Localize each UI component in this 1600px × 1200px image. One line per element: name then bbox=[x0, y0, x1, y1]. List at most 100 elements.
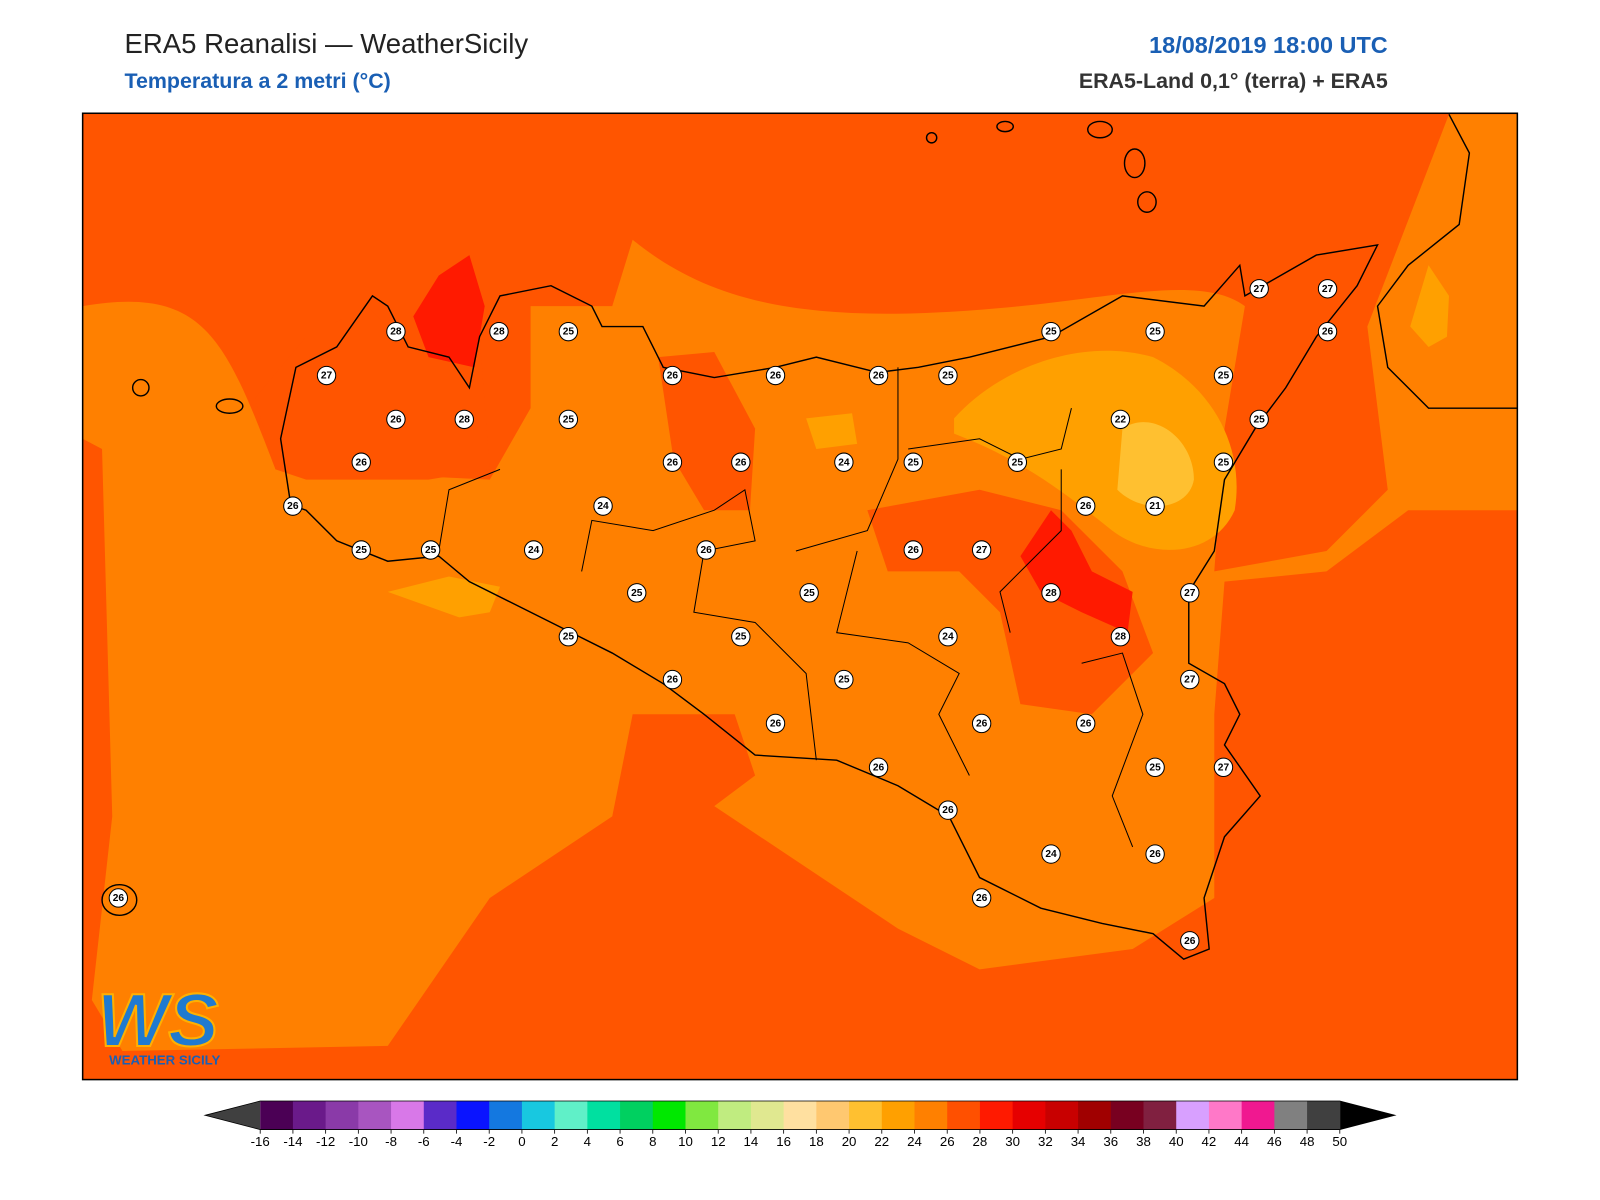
colorbar-tick-label: 44 bbox=[1234, 1134, 1249, 1149]
colorbar-box bbox=[914, 1101, 948, 1130]
station-marker bbox=[420, 540, 441, 560]
station-marker bbox=[1145, 321, 1165, 342]
station-value: 25 bbox=[838, 675, 850, 686]
field-20-22 bbox=[1117, 422, 1194, 507]
colorbar-box bbox=[816, 1101, 850, 1130]
field-26-28 bbox=[867, 489, 1154, 715]
colorbar-tick-label: -10 bbox=[349, 1134, 368, 1149]
station-value: 26 bbox=[873, 371, 885, 382]
station-value: 25 bbox=[631, 588, 643, 599]
station-value: 24 bbox=[1045, 849, 1057, 860]
colorbar-tick-label: -2 bbox=[483, 1134, 495, 1149]
colorbar-box bbox=[652, 1101, 687, 1130]
colorbar-tick-label: 28 bbox=[973, 1134, 988, 1149]
station-marker bbox=[938, 627, 958, 647]
station-value: 26 bbox=[667, 457, 679, 468]
station-marker bbox=[1076, 496, 1096, 516]
colorbar-tick-label: 38 bbox=[1136, 1134, 1151, 1149]
colorbar-box bbox=[587, 1101, 621, 1130]
colorbar-tick-label: 12 bbox=[711, 1134, 726, 1149]
station-value: 25 bbox=[356, 545, 368, 556]
colorbar-tick-label: 30 bbox=[1005, 1134, 1020, 1149]
station-value: 25 bbox=[1045, 327, 1057, 338]
station-marker bbox=[558, 409, 579, 430]
colorbar-tick-label: 16 bbox=[776, 1134, 791, 1149]
island bbox=[1123, 148, 1146, 179]
station-marker bbox=[1110, 409, 1131, 430]
colorbar-box bbox=[1143, 1101, 1177, 1130]
station-value: 27 bbox=[321, 371, 333, 382]
colorbar-box bbox=[1274, 1101, 1308, 1130]
station-value: 25 bbox=[563, 632, 575, 643]
colorbar-box bbox=[881, 1101, 916, 1130]
colorbar-box bbox=[1176, 1101, 1210, 1130]
station-value: 26 bbox=[287, 501, 299, 512]
station-marker bbox=[799, 583, 819, 603]
colorbar-tick-label: 46 bbox=[1267, 1134, 1282, 1149]
station-marker bbox=[696, 540, 716, 560]
colorbar-box bbox=[489, 1101, 523, 1130]
colorbar-over bbox=[1339, 1101, 1395, 1130]
station-value: 26 bbox=[942, 805, 954, 816]
colorbar-box bbox=[554, 1101, 588, 1130]
station-value: 26 bbox=[390, 414, 402, 425]
station-marker bbox=[971, 713, 992, 734]
colorbar-box bbox=[947, 1101, 981, 1130]
station-marker bbox=[938, 365, 958, 386]
station-marker bbox=[1041, 583, 1061, 603]
colorbar-box bbox=[325, 1101, 359, 1130]
colorbar-box bbox=[423, 1101, 458, 1130]
station-value: 26 bbox=[667, 371, 679, 382]
field-28-30 bbox=[413, 255, 485, 368]
logo-text: WS bbox=[97, 979, 219, 1063]
station-marker bbox=[558, 627, 579, 647]
field-22-24 bbox=[387, 576, 500, 618]
station-marker bbox=[1180, 669, 1200, 690]
station-marker bbox=[1180, 583, 1200, 603]
station-marker bbox=[316, 365, 337, 386]
station-value: 26 bbox=[1322, 327, 1334, 338]
station-value: 26 bbox=[667, 675, 679, 686]
colorbar-box bbox=[1307, 1101, 1341, 1130]
title: ERA5 Reanalisi — WeatherSicily bbox=[124, 28, 528, 59]
colorbar-box bbox=[521, 1101, 556, 1130]
colorbar-tick-label: 32 bbox=[1038, 1134, 1053, 1149]
station-marker bbox=[558, 321, 579, 342]
station-marker bbox=[662, 669, 683, 690]
station-value: 24 bbox=[838, 457, 850, 468]
station-marker bbox=[1041, 844, 1061, 864]
station-value: 25 bbox=[908, 457, 920, 468]
station-marker bbox=[1007, 452, 1028, 472]
calabria-coast bbox=[1376, 113, 1518, 409]
colorbar-box bbox=[685, 1101, 719, 1130]
station-marker bbox=[765, 713, 786, 734]
station-marker bbox=[1041, 321, 1061, 342]
logo-caption: Weather Sicily bbox=[109, 1052, 220, 1067]
station-marker bbox=[1213, 365, 1234, 386]
station-value: 28 bbox=[493, 327, 505, 338]
station-value: 26 bbox=[976, 893, 988, 904]
colorbar-box bbox=[358, 1101, 392, 1130]
colorbar-tick-label: 14 bbox=[744, 1134, 759, 1149]
station-marker bbox=[386, 321, 406, 342]
colorbar-box bbox=[1078, 1101, 1112, 1130]
station-value: 26 bbox=[113, 893, 125, 904]
station-value: 27 bbox=[1322, 284, 1334, 295]
station-value: 24 bbox=[528, 545, 540, 556]
station-marker bbox=[903, 452, 923, 472]
colorbar-box bbox=[979, 1101, 1014, 1130]
station-marker bbox=[386, 409, 406, 430]
station-value: 26 bbox=[873, 762, 885, 773]
colorbar-box bbox=[783, 1101, 817, 1130]
colorbar-box bbox=[849, 1101, 883, 1130]
island bbox=[1087, 120, 1113, 139]
station-marker bbox=[765, 365, 786, 386]
station-value: 25 bbox=[1218, 371, 1230, 382]
island bbox=[925, 131, 938, 144]
station-value: 27 bbox=[1184, 588, 1196, 599]
colorbar-box bbox=[1110, 1101, 1145, 1130]
station-marker bbox=[351, 540, 371, 560]
station-value: 27 bbox=[1254, 284, 1266, 295]
station-marker bbox=[868, 365, 889, 386]
station-value: 27 bbox=[1218, 762, 1230, 773]
